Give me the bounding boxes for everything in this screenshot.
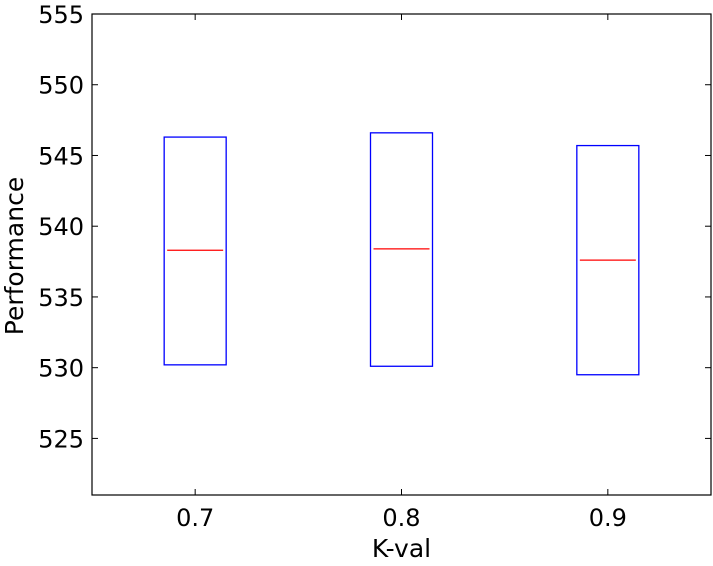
- y-tick-label-2: 535: [38, 284, 84, 312]
- box-0: [163, 136, 227, 366]
- x-tick-label-1: 0.8: [382, 504, 420, 532]
- x-tick-labels: 0.7 0.8 0.9: [176, 504, 627, 532]
- box-2: [576, 144, 640, 376]
- y-tick-label-6: 555: [38, 1, 84, 29]
- x-axis-label: K-val: [372, 534, 431, 563]
- y-tick-label-0: 525: [38, 425, 84, 453]
- y-tick-label-4: 545: [38, 142, 84, 170]
- y-tick-label-3: 540: [38, 213, 84, 241]
- x-tick-label-2: 0.9: [589, 504, 627, 532]
- boxes-layer: [163, 132, 640, 376]
- y-axis-label: Performance: [0, 177, 29, 335]
- x-tick-label-0: 0.7: [176, 504, 214, 532]
- plot-background: [92, 14, 711, 495]
- y-tick-labels: 525 530 535 540 545 550 555: [38, 1, 84, 453]
- box-1: [369, 132, 434, 367]
- y-tick-label-1: 530: [38, 355, 84, 383]
- y-tick-label-5: 550: [38, 72, 84, 100]
- plot-frame: [91, 13, 712, 496]
- ticks-layer: [92, 13, 711, 495]
